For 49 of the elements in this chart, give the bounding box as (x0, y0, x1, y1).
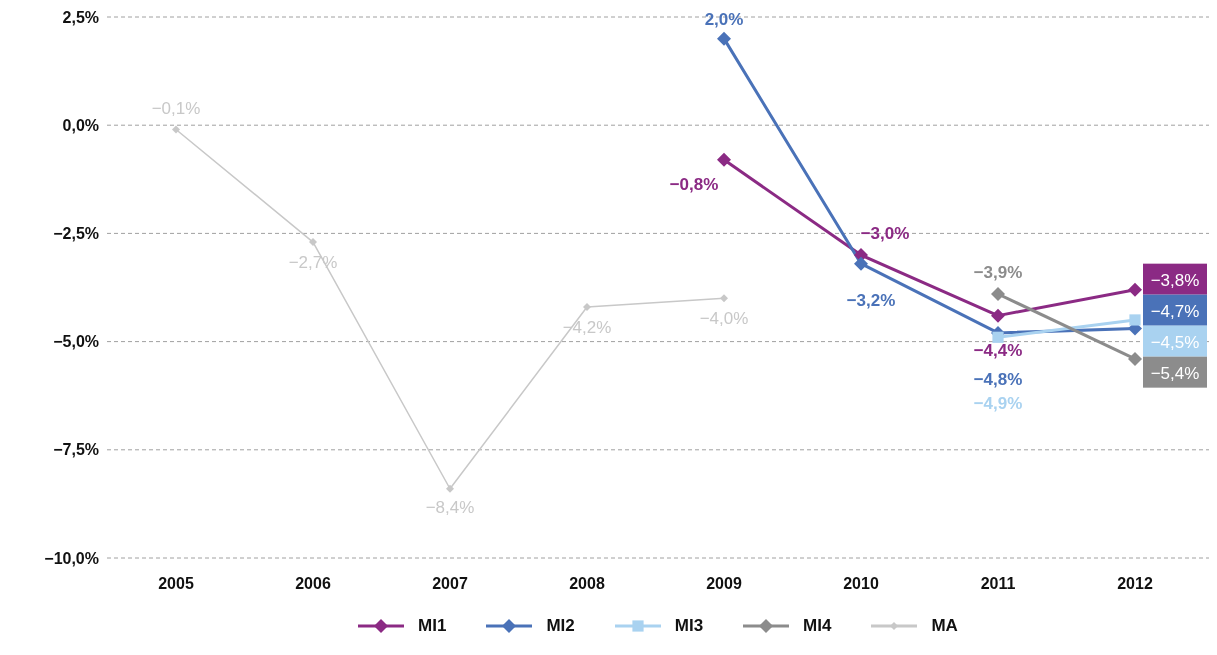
data-label: −4,7% (1150, 301, 1200, 321)
data-label: −4,4% (973, 340, 1023, 360)
y-tick-label: −10,0% (44, 549, 99, 567)
point (854, 256, 868, 271)
data-label: −5,4% (1150, 363, 1200, 383)
data-label: −3,8% (1150, 270, 1200, 290)
point (991, 286, 1005, 301)
data-label: −4,9% (973, 394, 1023, 414)
point (1128, 282, 1142, 297)
point (717, 152, 731, 167)
x-tick-label: 2008 (569, 575, 605, 593)
point (992, 331, 1004, 343)
point (1129, 314, 1141, 326)
data-label: −0,8% (669, 174, 719, 194)
x-tick-label: 2010 (843, 575, 879, 593)
x-tick-label: 2012 (1117, 575, 1153, 593)
data-label: −3,9% (973, 262, 1023, 282)
point (720, 294, 728, 303)
x-tick-label: 2009 (706, 575, 742, 593)
data-label: −4,8% (973, 369, 1023, 389)
x-tick-label: 2007 (432, 575, 468, 593)
data-label: −3,2% (846, 290, 896, 310)
data-label: 2,0% (704, 9, 744, 29)
legend-label: MA (931, 616, 958, 636)
data-label: −3,0% (860, 224, 910, 244)
point (309, 238, 317, 247)
y-tick-label: −2,5% (53, 225, 99, 243)
y-tick-label: 2,5% (62, 8, 99, 26)
point (717, 31, 731, 46)
tag-box: −5,4% (1143, 356, 1207, 388)
x-tick-label: 2006 (295, 575, 331, 593)
x-tick-label: 2005 (158, 575, 194, 593)
y-tick-label: 0,0% (62, 116, 99, 134)
point (446, 484, 454, 493)
point (583, 302, 591, 311)
y-tick-label: −7,5% (53, 441, 99, 459)
y-tick-label: −5,0% (53, 333, 99, 351)
legend-label: MI2 (546, 616, 575, 636)
tag-box: −3,8% (1143, 263, 1207, 295)
tag-box: −4,7% (1143, 294, 1207, 326)
point (991, 308, 1005, 323)
point (172, 125, 180, 134)
point (1128, 351, 1142, 366)
tag-box: −4,5% (1143, 325, 1207, 357)
data-label: −4,5% (1150, 332, 1200, 352)
legend-label: MI4 (803, 616, 832, 636)
legend-label: MI3 (674, 616, 704, 636)
x-tick-label: 2011 (980, 575, 1016, 593)
legend-label: MI1 (418, 616, 447, 636)
